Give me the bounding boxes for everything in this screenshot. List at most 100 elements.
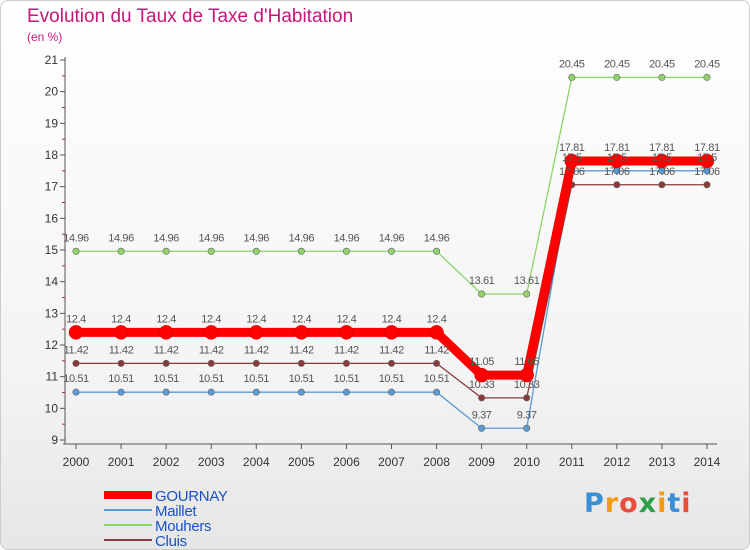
data-label: 17.5 [562, 152, 582, 164]
data-point [703, 181, 711, 189]
data-point [478, 290, 486, 298]
data-label: 11.42 [334, 344, 359, 356]
data-point [117, 247, 125, 255]
data-label: 13.61 [469, 275, 495, 287]
data-label: 12.4 [201, 313, 221, 325]
data-point [249, 325, 264, 340]
x-tick-label: 2006 [333, 455, 360, 469]
data-point [297, 247, 305, 255]
y-tick-label: 12 [45, 338, 59, 352]
data-label: 17.06 [559, 166, 585, 178]
data-label: 10.51 [63, 373, 89, 385]
y-tick-label: 18 [45, 148, 59, 162]
data-point [162, 388, 170, 396]
data-label: 14.96 [153, 232, 179, 244]
data-label: 12.4 [246, 313, 266, 325]
data-label: 10.51 [153, 373, 179, 385]
data-point [252, 388, 260, 396]
data-label: 10.51 [108, 373, 134, 385]
data-label: 9.37 [472, 409, 492, 421]
x-tick-label: 2002 [153, 455, 180, 469]
series-cluis [72, 181, 711, 402]
data-label: 9.37 [517, 409, 537, 421]
data-point [658, 73, 666, 81]
data-label: 11.42 [199, 344, 224, 356]
data-label: 20.45 [694, 58, 720, 70]
data-label: 14.96 [379, 232, 405, 244]
data-label: 11.42 [154, 344, 179, 356]
data-label: 10.51 [424, 373, 450, 385]
series-line [76, 156, 707, 380]
logo-letter: r [604, 488, 620, 519]
y-tick-label: 10 [45, 401, 59, 415]
x-tick-label: 2011 [559, 455, 585, 469]
y-tick-label: 9 [51, 433, 58, 447]
series-mouhers [72, 73, 711, 298]
data-label: 10.51 [198, 373, 224, 385]
data-label: 12.4 [66, 313, 86, 325]
data-point [568, 73, 576, 81]
data-point [478, 424, 486, 432]
data-point [384, 325, 399, 340]
x-tick-label: 2000 [63, 455, 90, 469]
data-point [433, 388, 441, 396]
data-label: 17.06 [694, 166, 720, 178]
y-tick-label: 15 [45, 243, 59, 257]
data-point [117, 359, 125, 367]
data-label: 17.81 [604, 142, 630, 154]
x-tick-label: 2004 [243, 455, 270, 469]
data-point [207, 388, 215, 396]
y-tick-label: 19 [45, 116, 59, 130]
data-label: 10.33 [514, 379, 540, 391]
data-point [564, 153, 580, 169]
x-tick-label: 2003 [198, 455, 225, 469]
data-label: 13.61 [514, 275, 540, 287]
data-point [387, 359, 395, 367]
data-point [342, 359, 350, 367]
x-tick-label: 2009 [468, 455, 495, 469]
x-tick-label: 2001 [108, 455, 135, 469]
x-tick-label: 2005 [288, 455, 315, 469]
data-point [72, 388, 80, 396]
data-point [207, 247, 215, 255]
series-line [76, 76, 707, 295]
data-point [613, 73, 621, 81]
data-label: 11.42 [64, 344, 89, 356]
data-label: 11.42 [109, 344, 134, 356]
logo-letter: x [638, 488, 658, 519]
data-point [72, 247, 80, 255]
data-point [158, 325, 174, 340]
data-label: 12.4 [382, 313, 402, 325]
x-tick-label: 2010 [513, 455, 540, 469]
data-label: 11.42 [424, 344, 449, 356]
data-label: 10.51 [244, 373, 270, 385]
data-label: 11.42 [244, 344, 269, 356]
data-label: 10.33 [469, 379, 495, 391]
logo-letter: o [619, 488, 639, 519]
y-tick-label: 16 [45, 211, 59, 225]
data-label: 17.06 [649, 166, 675, 178]
legend-label: Maillet [155, 503, 197, 520]
data-label: 12.4 [427, 313, 447, 325]
x-tick-label: 2013 [649, 455, 676, 469]
series-maillet [72, 167, 711, 432]
logo-letter: P [584, 488, 605, 519]
data-label: 11.05 [469, 356, 494, 368]
data-point [523, 290, 531, 298]
y-tick-label: 21 [45, 53, 59, 67]
data-point [113, 325, 129, 340]
data-label: 20.45 [559, 58, 585, 70]
data-point [339, 325, 354, 340]
data-label: 11.42 [289, 344, 314, 356]
data-label: 20.45 [649, 58, 675, 70]
data-point [523, 394, 531, 402]
data-point [297, 388, 305, 396]
data-label: 17.5 [607, 152, 627, 164]
series-gournay [68, 153, 715, 383]
data-label: 14.96 [198, 232, 224, 244]
data-label: 14.96 [108, 232, 134, 244]
data-point [72, 359, 80, 367]
data-label: 17.06 [604, 166, 630, 178]
data-point [252, 247, 260, 255]
logo-letter: i [657, 488, 668, 519]
